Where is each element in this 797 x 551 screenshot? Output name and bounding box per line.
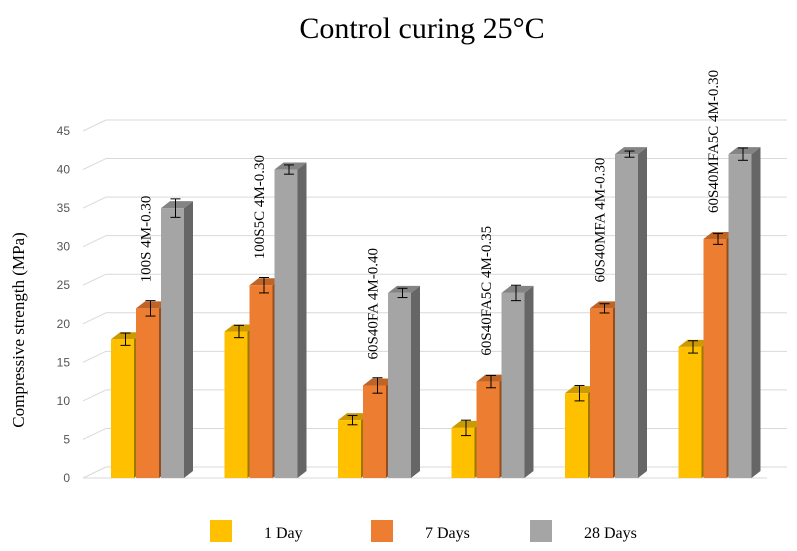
- legend-label: 7 Days: [425, 525, 470, 542]
- bar-front: [136, 308, 159, 478]
- bar-28-days: [615, 147, 647, 478]
- group-label: 60S40MFA5C 4M-0.30: [706, 70, 722, 213]
- gridline-perspective: [82, 158, 107, 171]
- bar-front: [703, 238, 727, 478]
- bar-side: [638, 147, 647, 478]
- legend-label: 28 Days: [584, 525, 637, 542]
- bar-side: [184, 201, 193, 478]
- y-tick-label: 10: [57, 394, 71, 408]
- group-label: 60S40FA5C 4M-0.35: [479, 226, 495, 356]
- y-tick-label: 15: [57, 355, 71, 369]
- legend-item: 7 Days: [371, 520, 470, 542]
- bars: [111, 147, 761, 479]
- bar-top: [363, 378, 395, 386]
- y-tick-label: 0: [63, 471, 70, 485]
- bar-28-days: [388, 285, 420, 478]
- bar-front: [565, 393, 588, 478]
- legend-item: 28 Days: [530, 520, 637, 542]
- bar-front: [274, 169, 298, 479]
- legend: 1 Day 7 Days 28 Days: [210, 520, 637, 542]
- gridline-perspective: [82, 235, 107, 248]
- y-axis-ticks: 0 5 10 15 20 25 30 35 40 45: [57, 124, 71, 485]
- y-tick-label: 20: [57, 317, 71, 331]
- group-label: 100S 4M-0.30: [139, 196, 155, 283]
- gridline-perspective: [82, 312, 107, 325]
- y-tick-label: 40: [57, 163, 71, 177]
- bar-front: [388, 292, 411, 478]
- bar-front: [338, 420, 361, 478]
- chart-title: Control curing 25°C: [299, 12, 544, 45]
- legend-label: 1 Day: [264, 525, 303, 542]
- y-tick-label: 30: [57, 240, 71, 254]
- gridline-perspective: [82, 350, 107, 363]
- bar-top: [136, 301, 168, 309]
- gridline-perspective: [82, 466, 107, 479]
- bar-top: [565, 386, 597, 394]
- bar-top: [161, 201, 193, 209]
- gridline-perspective: [82, 273, 107, 286]
- bar-top: [388, 285, 420, 293]
- bar-front: [363, 385, 386, 478]
- bar-top: [476, 374, 509, 382]
- bar-top: [249, 278, 282, 286]
- bar-top: [501, 285, 534, 293]
- y-tick-label: 45: [57, 124, 71, 138]
- bar-top: [728, 147, 761, 155]
- bar-top: [703, 231, 736, 239]
- bar-front: [678, 346, 702, 478]
- bar-top: [338, 413, 370, 421]
- bar-front: [590, 308, 613, 478]
- legend-swatch: [530, 520, 552, 542]
- bar-top: [274, 162, 307, 170]
- y-tick-label: 35: [57, 201, 71, 215]
- bar-front: [501, 292, 525, 478]
- bar-front: [224, 331, 248, 478]
- bar-front: [111, 339, 134, 478]
- bar-top: [451, 420, 484, 428]
- legend-swatch: [371, 520, 393, 542]
- group-label: 60S40MFA 4M-0.30: [593, 158, 609, 283]
- bar-28-days: [274, 162, 307, 479]
- bar-front: [249, 285, 273, 478]
- bar-front: [476, 381, 500, 478]
- legend-item: 1 Day: [210, 520, 303, 542]
- gridline-perspective: [82, 196, 107, 209]
- bar-side: [297, 162, 307, 479]
- gridline-perspective: [82, 389, 107, 402]
- gridline-perspective: [82, 427, 107, 440]
- bar-front: [161, 208, 184, 478]
- y-axis-label: Compressive strength (MPa): [9, 232, 28, 427]
- y-tick-label: 25: [57, 278, 71, 292]
- bar-top: [590, 301, 622, 309]
- bar-front: [615, 154, 638, 478]
- bar-top: [111, 332, 143, 340]
- bar-side: [411, 285, 420, 478]
- group-label: 60S40FA 4M-0.40: [366, 248, 382, 359]
- bar-top: [224, 324, 257, 332]
- group-label: 100S5C 4M-0.30: [252, 155, 268, 259]
- y-tick-label: 5: [63, 432, 70, 446]
- group-labels: 100S 4M-0.30 100S5C 4M-0.30 60S40FA 4M-0.4…: [139, 70, 723, 360]
- bar-front: [451, 427, 475, 478]
- bar-28-days: [501, 284, 534, 478]
- bar-front: [728, 154, 752, 478]
- bar-top: [678, 339, 711, 347]
- bar-28-days: [728, 147, 761, 478]
- gridline-perspective: [82, 119, 107, 132]
- bar-side: [524, 285, 534, 478]
- bar-28-days: [161, 198, 193, 478]
- bar-side: [751, 147, 761, 478]
- gridlines: [82, 119, 787, 479]
- legend-swatch: [210, 520, 232, 542]
